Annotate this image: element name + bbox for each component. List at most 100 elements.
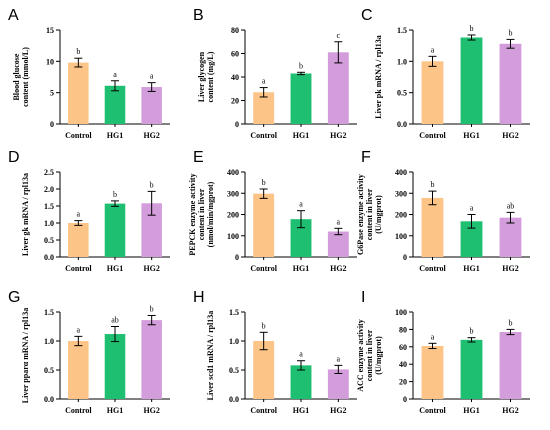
significance-label: a bbox=[431, 332, 435, 341]
y-axis-label: ACC enzyme activity bbox=[356, 319, 365, 391]
bar-hg1 bbox=[460, 37, 483, 124]
y-tick-label: 100 bbox=[227, 232, 239, 241]
significance-label: b bbox=[509, 318, 513, 327]
significance-label: a bbox=[470, 204, 474, 213]
y-tick-label: 0.0 bbox=[44, 395, 54, 404]
significance-label: a bbox=[77, 325, 81, 334]
y-tick-label: 0 bbox=[235, 120, 239, 129]
panel-letter: G bbox=[8, 289, 20, 306]
significance-label: b bbox=[150, 180, 154, 189]
y-tick-label: 100 bbox=[395, 308, 407, 317]
y-axis-label: content in liver bbox=[197, 188, 206, 240]
y-tick-label: 20 bbox=[231, 97, 239, 106]
significance-label: b bbox=[470, 24, 474, 33]
x-tick-label: Control bbox=[419, 131, 446, 140]
y-tick-label: 0.5 bbox=[44, 366, 54, 375]
panel-letter: D bbox=[8, 149, 20, 166]
bar-control bbox=[68, 341, 89, 399]
y-tick-label: 1.0 bbox=[397, 57, 407, 66]
y-axis-label: Liver scd1 mRNA / rpl13a bbox=[206, 311, 215, 401]
x-tick-label: HG2 bbox=[330, 406, 346, 415]
x-tick-label: Control bbox=[65, 131, 92, 140]
y-tick-label: 100 bbox=[395, 232, 407, 241]
y-axis-label: G6Pase enzyme activity bbox=[356, 174, 365, 255]
x-tick-label: Control bbox=[250, 264, 277, 273]
panel-f: F 0 100 200 300 400 G6Pase enzyme activity cont… bbox=[356, 149, 530, 273]
bar-hg1 bbox=[290, 73, 312, 124]
significance-label: a bbox=[299, 200, 303, 209]
y-tick-label: 0 bbox=[403, 395, 407, 404]
y-tick-label: 0.0 bbox=[44, 253, 54, 262]
x-tick-label: HG2 bbox=[502, 264, 518, 273]
bar-hg1 bbox=[290, 219, 312, 257]
bar-hg1 bbox=[460, 221, 483, 257]
y-tick-label: 20 bbox=[399, 378, 407, 387]
y-tick-label: 40 bbox=[231, 73, 239, 82]
panel-c: C 0.0 0.5 1.0 1.5 Liver pk mRNA / rpl13a a Cont… bbox=[361, 7, 530, 140]
y-tick-label: 60 bbox=[399, 343, 407, 352]
panel-letter: F bbox=[361, 149, 371, 166]
y-tick-label: 300 bbox=[227, 189, 239, 198]
y-tick-label: 0.5 bbox=[44, 236, 54, 245]
y-tick-label: 15 bbox=[46, 26, 54, 35]
panel-letter: E bbox=[193, 149, 204, 166]
bar-hg2 bbox=[141, 320, 162, 399]
x-tick-label: HG2 bbox=[143, 131, 159, 140]
y-tick-label: 400 bbox=[227, 168, 239, 177]
y-tick-label: 1.0 bbox=[44, 337, 54, 346]
y-tick-label: 0.5 bbox=[229, 366, 239, 375]
y-tick-label: 2.5 bbox=[44, 168, 54, 177]
y-axis-label: content (mg/L) bbox=[206, 51, 215, 102]
bar-control bbox=[68, 62, 89, 124]
y-tick-label: 0.0 bbox=[397, 120, 407, 129]
significance-label: a bbox=[431, 45, 435, 54]
significance-label: a bbox=[337, 217, 341, 226]
x-tick-label: HG2 bbox=[143, 406, 159, 415]
bar-hg2 bbox=[327, 231, 349, 257]
panel-letter: B bbox=[193, 7, 204, 24]
x-tick-label: Control bbox=[250, 406, 277, 415]
significance-label: b bbox=[113, 190, 117, 199]
bar-hg2 bbox=[141, 87, 162, 124]
y-tick-label: 0 bbox=[403, 253, 407, 262]
bar-hg2 bbox=[141, 203, 162, 257]
x-tick-label: Control bbox=[250, 131, 277, 140]
y-tick-label: 400 bbox=[395, 168, 407, 177]
significance-label: b bbox=[431, 180, 435, 189]
y-tick-label: 300 bbox=[395, 189, 407, 198]
x-tick-label: HG2 bbox=[502, 131, 518, 140]
bar-hg2 bbox=[499, 217, 522, 257]
x-tick-label: HG2 bbox=[143, 264, 159, 273]
x-tick-label: HG1 bbox=[107, 131, 123, 140]
panel-letter: H bbox=[193, 289, 205, 306]
bar-control bbox=[421, 345, 444, 399]
y-axis-label: Blood glucose bbox=[12, 53, 21, 100]
significance-label: b bbox=[76, 47, 80, 56]
significance-label: a bbox=[337, 354, 341, 363]
y-axis-label: content in liver bbox=[365, 329, 374, 381]
significance-label: b bbox=[262, 178, 266, 187]
panel-b: B 0 20 40 60 80 Liver glycogen content (mg/L) a C… bbox=[193, 7, 357, 140]
x-tick-label: Control bbox=[65, 264, 92, 273]
y-tick-label: 10 bbox=[46, 57, 54, 66]
x-tick-label: HG1 bbox=[107, 264, 123, 273]
x-tick-label: HG1 bbox=[107, 406, 123, 415]
bar-hg1 bbox=[104, 203, 126, 257]
bar-control bbox=[68, 223, 89, 257]
panel-a: A 0 5 10 15 Blood glucose content (mmol/L) b Con… bbox=[8, 7, 170, 140]
x-tick-label: Control bbox=[419, 406, 446, 415]
panel-letter: A bbox=[8, 7, 19, 24]
x-tick-label: Control bbox=[419, 264, 446, 273]
bar-control bbox=[253, 193, 275, 257]
panel-letter: I bbox=[361, 289, 365, 306]
y-axis-label: Liver gk mRNA / rpl13a bbox=[21, 173, 30, 256]
y-axis-label: (U/mgprot) bbox=[374, 336, 383, 375]
panel-h: H 0.0 0.5 1.0 1.5 Liver scd1 mRNA / rpl13a b Co… bbox=[193, 289, 357, 415]
significance-label: b bbox=[262, 321, 266, 330]
y-axis-label: Liver pparα mRNA / rpl13a bbox=[21, 308, 30, 403]
y-tick-label: 1.5 bbox=[397, 26, 407, 35]
x-tick-label: HG1 bbox=[293, 131, 309, 140]
bar-control bbox=[253, 341, 275, 399]
y-axis-label: PEPCK enzyme activity bbox=[188, 173, 197, 255]
x-tick-label: HG1 bbox=[293, 406, 309, 415]
